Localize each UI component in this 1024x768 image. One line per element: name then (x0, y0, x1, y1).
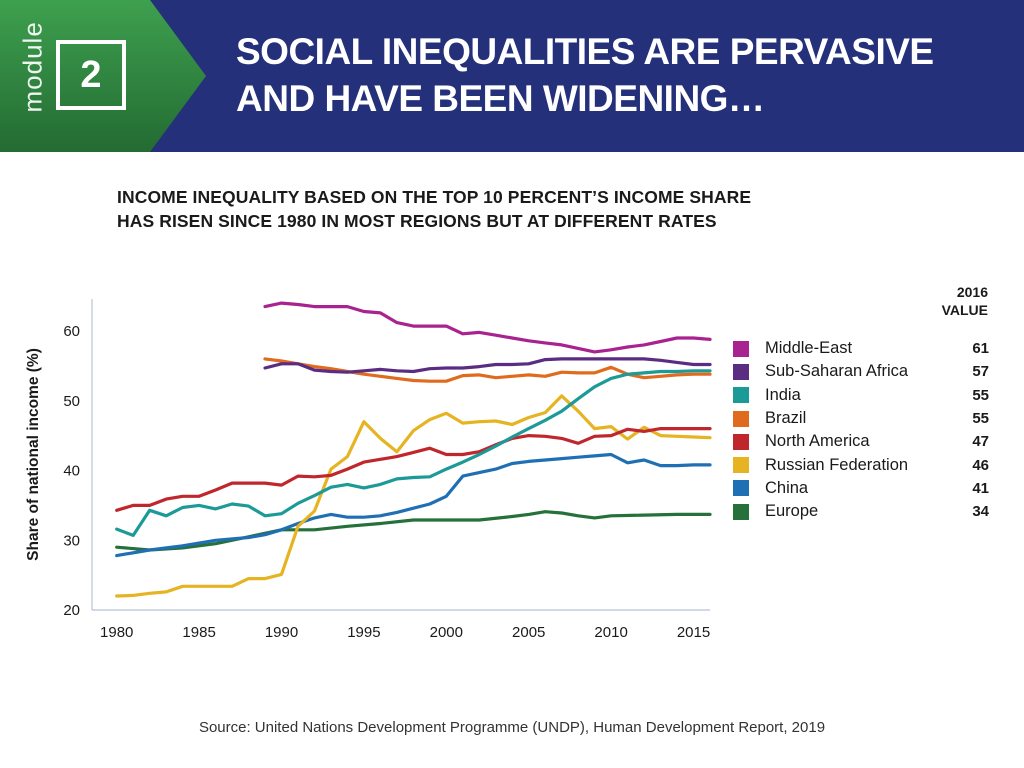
legend-value: 46 (972, 456, 989, 474)
series-line-north-america (115, 427, 712, 512)
x-tick-label: 1980 (100, 624, 133, 641)
legend-value: 55 (972, 386, 989, 404)
series-line-brazil (263, 357, 712, 383)
y-tick-label: 40 (63, 463, 80, 480)
module-label: module (17, 21, 48, 113)
y-axis-label: Share of national income (%) (25, 348, 42, 561)
x-tick-label: 2015 (677, 624, 710, 641)
chart-heading: INCOME INEQUALITY BASED ON THE TOP 10 PE… (117, 185, 751, 233)
legend-swatch (733, 410, 749, 427)
legend-swatch (733, 480, 749, 497)
legend-item-europe: Europe 34 (733, 500, 989, 523)
y-tick-label: 60 (63, 323, 80, 340)
series-line-middle-east (263, 301, 712, 354)
legend-item-north-america: North America 47 (733, 430, 989, 453)
x-tick-label: 1985 (182, 624, 215, 641)
x-tick-label: 1990 (265, 624, 298, 641)
source-note: Source: United Nations Development Progr… (198, 719, 826, 736)
page-title-line-1: SOCIAL INEQUALITIES ARE PERVASIVE (236, 31, 934, 72)
legend-header-year: 2016 (956, 284, 988, 300)
x-tick-label: 2000 (430, 624, 463, 641)
legend-label: Middle-East (765, 339, 853, 358)
legend-swatch (733, 340, 749, 357)
legend-value: 34 (972, 503, 989, 521)
module-badge-background (0, 0, 206, 152)
legend-swatch (733, 387, 749, 404)
legend-header: 2016 VALUE (920, 283, 988, 319)
legend-item-india: India 55 (733, 384, 989, 407)
legend-label: North America (765, 432, 870, 451)
y-tick-label: 30 (63, 532, 80, 549)
chart-heading-line-2: HAS RISEN SINCE 1980 IN MOST REGIONS BUT… (117, 211, 717, 231)
header-banner: module 2 SOCIAL INEQUALITIES ARE PERVASI… (0, 0, 1024, 152)
line-chart: 20 30 40 50 60 1980 1985 1990 1995 2000 2005 2010 20… (25, 299, 712, 641)
legend-item-brazil: Brazil 55 (733, 407, 989, 430)
legend-value: 61 (972, 340, 989, 358)
legend-header-value: VALUE (941, 302, 988, 318)
legend-label: China (765, 478, 809, 497)
module-number: 2 (56, 40, 126, 110)
chart-heading-line-1: INCOME INEQUALITY BASED ON THE TOP 10 PE… (117, 187, 752, 207)
chart-legend: Middle-East 61 Sub-Saharan Africa 57 India 55… (733, 337, 989, 523)
x-tick-label: 1995 (347, 624, 380, 641)
page-title-line-2: AND HAVE BEEN WIDENING… (236, 78, 765, 119)
page-title: SOCIAL INEQUALITIES ARE PERVASIVE AND HA… (236, 28, 934, 122)
legend-item-sub-saharan-africa: Sub-Saharan Africa 57 (733, 360, 989, 383)
legend-item-china: China 41 (733, 477, 989, 500)
legend-value: 47 (972, 433, 989, 451)
x-tick-label: 2005 (512, 624, 545, 641)
series-line-russian-federation (115, 394, 712, 598)
series-line-sub-saharan-africa (263, 357, 712, 374)
legend-value: 55 (972, 410, 989, 428)
y-tick-label: 50 (63, 393, 80, 410)
legend-label: Sub-Saharan Africa (765, 362, 909, 381)
series-line-india (115, 369, 712, 537)
legend-item-middle-east: Middle-East 61 (733, 337, 989, 360)
legend-label: Brazil (765, 409, 807, 428)
legend-swatch (733, 363, 749, 380)
legend-swatch (733, 433, 749, 450)
y-tick-label: 20 (63, 602, 80, 619)
legend-value: 41 (972, 479, 989, 497)
series-line-europe (115, 510, 712, 552)
legend-item-russian-federation: Russian Federation 46 (733, 453, 989, 476)
legend-value: 57 (972, 363, 989, 381)
legend-swatch (733, 503, 749, 520)
legend-label: Europe (765, 502, 819, 521)
legend-swatch (733, 457, 749, 474)
series-line-china (115, 452, 712, 558)
legend-label: India (765, 385, 801, 404)
legend-label: Russian Federation (765, 455, 909, 474)
x-tick-label: 2010 (594, 624, 627, 641)
